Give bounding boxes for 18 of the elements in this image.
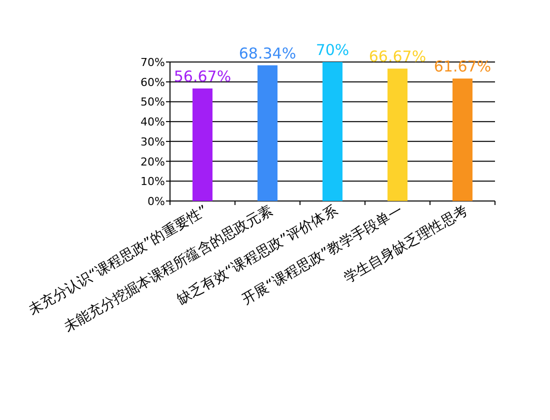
y-tick-label: 0% (148, 195, 165, 208)
data-label: 61.67% (434, 58, 492, 76)
y-tick-label: 40% (140, 116, 165, 129)
y-tick-label: 60% (140, 76, 165, 89)
y-tick-label: 20% (140, 155, 165, 168)
data-label: 70% (316, 41, 350, 59)
bar (258, 65, 278, 201)
data-label: 56.67% (174, 67, 232, 86)
y-tick-label: 50% (140, 96, 165, 109)
y-tick-label: 30% (140, 135, 165, 148)
y-tick-label: 10% (140, 175, 165, 188)
data-label: 66.67% (368, 48, 426, 66)
bar (322, 62, 342, 201)
bar (452, 78, 472, 201)
bar (192, 88, 212, 201)
data-label: 68.34% (238, 44, 296, 62)
y-tick-label: 70% (140, 56, 165, 69)
bar (388, 68, 408, 201)
